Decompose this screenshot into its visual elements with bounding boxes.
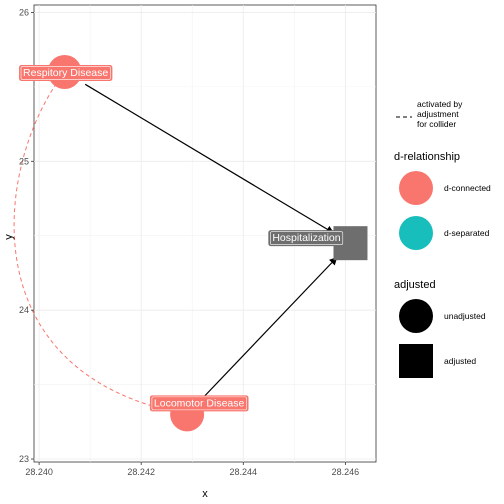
y-tick-label: 26 — [19, 7, 29, 17]
node-hosp-label: Hospitalization — [272, 232, 340, 244]
node-loco-label-box: Locomotor Disease — [149, 395, 249, 412]
legend-adjusted-title: adjusted — [394, 279, 436, 291]
y-tick-label: 23 — [19, 454, 29, 464]
edge-loco-hosp — [203, 256, 338, 398]
legend-unadjusted-label: unadjusted — [444, 311, 486, 321]
x-tick-label: 28.244 — [230, 467, 258, 477]
y-axis-title: y — [3, 234, 15, 240]
node-resp-label: Respitory Disease — [23, 67, 108, 79]
node-resp-label-box: Respitory Disease — [19, 64, 113, 81]
label-inner-border — [20, 66, 111, 80]
legend-unadjusted-swatch — [399, 299, 433, 333]
legend-line-label: activated by adjustment for collider — [417, 99, 463, 129]
legend-d-connected-swatch — [399, 171, 433, 205]
edges — [84, 83, 338, 398]
legend-d-separated-swatch — [399, 216, 433, 250]
label-background — [149, 395, 249, 412]
x-tick-label: 28.242 — [127, 467, 155, 477]
legend-d-connected-label: d-connected — [444, 183, 491, 193]
legend-adjusted-swatch — [399, 344, 433, 378]
label-background — [19, 64, 113, 81]
collider-path — [13, 71, 188, 415]
node-hosp-label-box: Hospitalization — [268, 230, 345, 247]
edge-resp-hosp — [84, 83, 335, 234]
legend-adjusted-label: adjusted — [444, 356, 476, 366]
y-tick-label: 25 — [19, 156, 29, 166]
y-tick-label: 24 — [19, 305, 29, 315]
legend-line-label-line: activated by — [417, 99, 463, 109]
label-inner-border — [151, 396, 247, 411]
label-inner-border — [270, 231, 344, 245]
axis-ticks: 28.240 28.242 28.244 28.246 23 24 25 26 — [19, 7, 359, 477]
x-axis-title: x — [202, 488, 208, 500]
node-labels: Respitory Disease Locomotor Disease Hospit… — [19, 64, 345, 412]
label-background — [268, 230, 345, 247]
legend-line-label-line: for collider — [417, 119, 456, 129]
collider-dashed-arc — [13, 71, 188, 415]
x-tick-label: 28.246 — [332, 467, 360, 477]
x-tick-label: 28.240 — [25, 467, 53, 477]
legend: activated by adjustment for collider d-rel… — [394, 99, 491, 378]
legend-d-separated-label: d-separated — [444, 228, 490, 238]
node-loco-label: Locomotor Disease — [154, 397, 245, 409]
legend-line-label-line: adjustment — [417, 109, 459, 119]
legend-d-relationship-title: d-relationship — [394, 151, 460, 163]
